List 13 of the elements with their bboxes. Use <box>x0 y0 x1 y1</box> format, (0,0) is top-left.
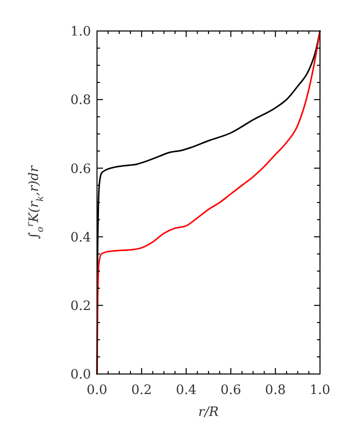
x-tick-label: 0.8 <box>265 383 286 398</box>
y-tick-label: 0.0 <box>70 368 91 383</box>
x-tick-label: 0.4 <box>176 383 197 398</box>
y-tick-label: 0.2 <box>70 298 91 314</box>
x-tick-label: 0.2 <box>131 383 152 398</box>
x-tick-label: 0.6 <box>220 383 242 398</box>
y-tick-label: 0.8 <box>70 93 91 108</box>
y-tick-label: 0.6 <box>70 162 91 177</box>
x-axis-title: r/R <box>198 405 219 420</box>
x-tick-label: 1.0 <box>310 383 330 398</box>
y-tick-label: 1.0 <box>70 24 91 40</box>
y-tick-label: 0.4 <box>70 230 91 246</box>
x-tick-label: 0.0 <box>86 383 108 398</box>
